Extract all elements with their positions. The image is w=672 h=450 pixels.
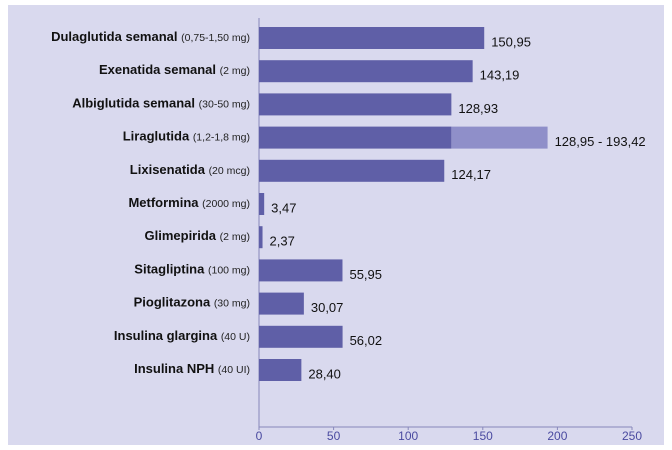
category-label: Lixisenatida (20 mcg) <box>130 162 250 177</box>
category-name: Insulina glargina <box>114 328 218 343</box>
value-label: 28,40 <box>308 366 341 381</box>
bar <box>259 126 452 149</box>
bar <box>259 259 343 282</box>
category-dose: (30 mg) <box>214 297 250 309</box>
x-tick-label: 200 <box>547 429 567 443</box>
x-tick-label: 0 <box>256 429 263 443</box>
category-label: Metformina (2000 mg) <box>128 195 250 210</box>
value-label: 143,19 <box>480 68 520 83</box>
category-dose: (100 mg) <box>208 264 250 276</box>
category-name: Albiglutida semanal <box>72 96 195 111</box>
value-label: 2,37 <box>270 234 295 249</box>
category-dose: (40 UI) <box>218 364 250 376</box>
range-bar <box>451 126 548 149</box>
category-label: Sitagliptina (100 mg) <box>134 262 250 277</box>
value-label: 150,95 <box>491 34 531 49</box>
category-dose: (2 mg) <box>220 231 250 243</box>
bar <box>259 93 452 116</box>
value-label: 3,47 <box>271 200 296 215</box>
category-name: Exenatida semanal <box>99 63 216 78</box>
bar <box>259 60 473 83</box>
category-name: Sitagliptina <box>134 262 205 277</box>
bar <box>259 27 485 49</box>
category-dose: (2000 mg) <box>202 198 250 210</box>
category-name: Metformina <box>128 195 199 210</box>
bar <box>259 292 304 315</box>
value-label: 128,95 - 193,42 <box>555 134 646 149</box>
x-tick-label: 150 <box>473 429 493 443</box>
value-label: 30,07 <box>311 300 344 315</box>
category-label: Liraglutida (1,2-1,8 mg) <box>123 129 250 144</box>
category-label: Pioglitazona (30 mg) <box>134 295 250 310</box>
category-label: Dulaglutida semanal (0,75-1,50 mg) <box>51 29 250 44</box>
category-dose: (1,2-1,8 mg) <box>193 131 250 143</box>
category-dose: (30-50 mg) <box>199 98 250 110</box>
bar <box>259 359 302 381</box>
category-label: Insulina NPH (40 UI) <box>134 361 250 376</box>
category-label: Insulina glargina (40 U) <box>114 328 250 343</box>
x-tick-label: 100 <box>398 429 418 443</box>
category-dose: (0,75-1,50 mg) <box>181 32 250 44</box>
category-name: Lixisenatida <box>130 162 206 177</box>
category-name: Dulaglutida semanal <box>51 29 177 44</box>
category-dose: (40 U) <box>221 331 250 343</box>
bar <box>259 193 265 215</box>
value-label: 124,17 <box>451 167 491 182</box>
bar <box>259 325 343 348</box>
category-name: Insulina NPH <box>134 361 214 376</box>
value-label: 128,93 <box>458 101 498 116</box>
category-label: Exenatida semanal (2 mg) <box>99 63 250 78</box>
category-name: Liraglutida <box>123 129 190 144</box>
value-label: 55,95 <box>349 267 382 282</box>
bar <box>259 159 445 182</box>
category-dose: (2 mg) <box>220 65 250 77</box>
category-label: Glimepirida (2 mg) <box>145 229 251 244</box>
category-name: Pioglitazona <box>134 295 211 310</box>
category-name: Glimepirida <box>145 229 217 244</box>
bar <box>259 226 263 249</box>
value-label: 56,02 <box>350 333 383 348</box>
category-label: Albiglutida semanal (30-50 mg) <box>72 96 250 111</box>
category-dose: (20 mcg) <box>209 165 250 177</box>
x-tick-label: 250 <box>622 429 642 443</box>
x-tick-label: 50 <box>327 429 341 443</box>
